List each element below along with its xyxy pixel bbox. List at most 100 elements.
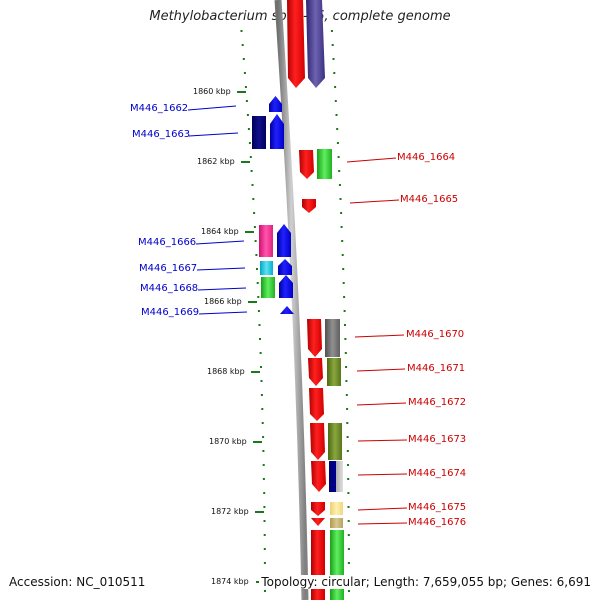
tick-dot [262, 422, 264, 424]
tick-label: 1872 kbp [211, 507, 249, 516]
gene-label-m446-1668[interactable]: M446_1668 [140, 283, 198, 294]
gene-label-m446-1663[interactable]: M446_1663 [132, 129, 190, 140]
gene-arrow-m446-1673 [310, 423, 342, 460]
tick-dot [346, 422, 348, 424]
tick-dot [341, 240, 343, 242]
tick-dot [340, 212, 342, 214]
tick-dot [346, 408, 348, 410]
tick-dot [344, 310, 346, 312]
gene-arrow-m446-1674 [311, 461, 343, 492]
tick-dot [342, 268, 344, 270]
tick-dot [344, 324, 346, 326]
gene-arrow-m446-1676 [311, 518, 343, 528]
tick-label: 1868 kbp [207, 367, 245, 376]
tick-dot [348, 506, 350, 508]
gene-arrow-m446-1665 [302, 199, 316, 213]
tick-dot [336, 114, 338, 116]
tick-dot [245, 86, 247, 88]
gene-arrow-m446-1670 [307, 319, 340, 357]
gene-label-m446-1662[interactable]: M446_1662 [130, 103, 188, 114]
tick-dot [252, 184, 254, 186]
tick-dot [255, 240, 257, 242]
gene-label-m446-1676[interactable]: M446_1676 [408, 517, 466, 528]
gene-arrow-m446-1662 [269, 96, 282, 112]
tick-dot [348, 548, 350, 550]
gene-arrow-m446-1666 [259, 224, 291, 257]
tick-dot [331, 30, 333, 32]
tick-dot [263, 506, 265, 508]
tick-dot [337, 142, 339, 144]
gene-arrow-m446-1663 [252, 114, 284, 149]
tick-dot [348, 534, 350, 536]
tick-dot [343, 296, 345, 298]
tick-dot [338, 156, 340, 158]
tick-dot [246, 100, 248, 102]
tick-dot [333, 58, 335, 60]
tick-dot [262, 450, 264, 452]
tick-dot [244, 72, 246, 74]
gene-label-m446-1672[interactable]: M446_1672 [408, 397, 466, 408]
tick-dot [346, 394, 348, 396]
gene-label-m446-1667[interactable]: M446_1667 [139, 263, 197, 274]
tick-dot [255, 254, 257, 256]
gene-label-m446-1673[interactable]: M446_1673 [408, 434, 466, 445]
tick-dot [263, 478, 265, 480]
gene-arrow-bottom [311, 530, 344, 600]
tick-label: 1864 kbp [201, 227, 239, 236]
tick-dot [342, 254, 344, 256]
tick-dot [347, 436, 349, 438]
gene-arrow-m446-1667 [260, 259, 292, 275]
tick-dot [258, 310, 260, 312]
tick-dot [345, 380, 347, 382]
tick-dot [263, 492, 265, 494]
tick-dot [336, 128, 338, 130]
tick-dot [242, 44, 244, 46]
gene-label-m446-1666[interactable]: M446_1666 [138, 237, 196, 248]
tick-dot [253, 212, 255, 214]
tick-label: 1860 kbp [193, 87, 231, 96]
gene-label-m446-1674[interactable]: M446_1674 [408, 468, 466, 479]
leader-lines-right [347, 158, 407, 524]
tick-label: 1862 kbp [197, 157, 235, 166]
gene-arrow-m446-1668 [261, 275, 293, 298]
tick-dot [345, 352, 347, 354]
tick-dot [261, 408, 263, 410]
tick-label: 1874 kbp [211, 577, 249, 586]
tick-dot [338, 170, 340, 172]
gene-label-m446-1675[interactable]: M446_1675 [408, 502, 466, 513]
tick-dot [347, 450, 349, 452]
topology-text: Topology: circular; Length: 7,659,055 bp… [259, 575, 591, 589]
tick-dot [343, 282, 345, 284]
tick-dot [257, 296, 259, 298]
tick-dot [263, 464, 265, 466]
gene-arrow-m446-1672 [309, 388, 324, 421]
gene-label-m446-1671[interactable]: M446_1671 [407, 363, 465, 374]
tick-dot [259, 338, 261, 340]
genome-map [0, 0, 600, 600]
tick-dot [348, 562, 350, 564]
tick-dot [335, 100, 337, 102]
gene-label-m446-1669[interactable]: M446_1669 [141, 307, 199, 318]
tick-dot [249, 142, 251, 144]
accession-text: Accession: NC_010511 [9, 575, 145, 589]
tick-dot [260, 366, 262, 368]
tick-dot [262, 436, 264, 438]
tick-dot [334, 86, 336, 88]
gene-arrow-top-red [287, 0, 305, 88]
tick-dot [347, 464, 349, 466]
tick-dot [259, 324, 261, 326]
tick-dot [257, 282, 259, 284]
tick-dot [252, 198, 254, 200]
tick-dot [256, 268, 258, 270]
tick-dot [345, 366, 347, 368]
tick-dot [241, 30, 243, 32]
gene-label-m446-1670[interactable]: M446_1670 [406, 329, 464, 340]
gene-arrow-top-purple [306, 0, 325, 88]
tick-dot [260, 352, 262, 354]
tick-dot [247, 114, 249, 116]
genome-backbone [278, 0, 305, 600]
tick-dot [332, 44, 334, 46]
gene-label-m446-1665[interactable]: M446_1665 [400, 194, 458, 205]
tick-dot [348, 590, 350, 592]
gene-label-m446-1664[interactable]: M446_1664 [397, 152, 455, 163]
